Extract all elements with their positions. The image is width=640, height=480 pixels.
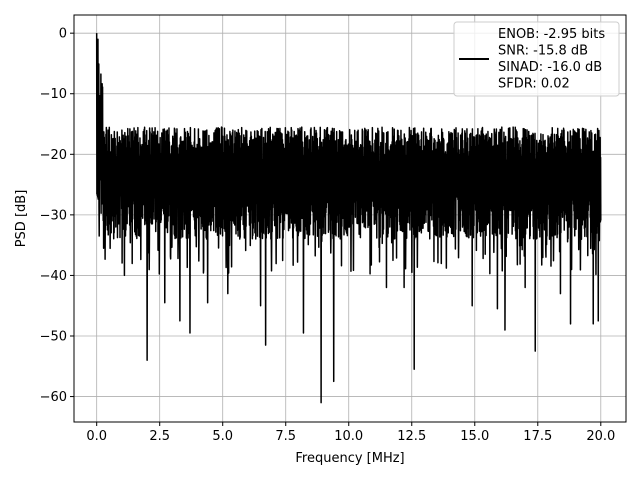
legend: ENOB: -2.95 bits SNR: -15.8 dB SINAD: -1… (453, 21, 620, 97)
x-tick-label: 0.0 (86, 429, 107, 444)
y-tick-label: −50 (40, 329, 67, 344)
x-tick-label: 15.0 (460, 429, 489, 444)
x-tick-label: 20.0 (586, 429, 615, 444)
x-tick-label: 10.0 (334, 429, 363, 444)
y-tick-label: −10 (40, 87, 67, 102)
legend-snr: SNR: -15.8 dB (498, 44, 588, 59)
x-tick-label: 7.5 (275, 429, 296, 444)
y-tick-label: −30 (40, 208, 67, 223)
x-tick-label: 17.5 (523, 429, 552, 444)
y-tick-label: −60 (40, 390, 67, 405)
y-tick-label: −40 (40, 269, 67, 284)
x-tick-label: 2.5 (149, 429, 170, 444)
x-axis-ticks: 0.0 2.5 5.0 7.5 10.0 12.5 15.0 17.5 20.0 (86, 422, 615, 444)
y-tick-label: −20 (40, 148, 67, 163)
y-tick-label: 0 (59, 27, 67, 42)
x-tick-label: 5.0 (212, 429, 233, 444)
legend-enob: ENOB: -2.95 bits (498, 27, 605, 42)
x-tick-label: 12.5 (397, 429, 426, 444)
series-line (95, 33, 602, 404)
plot-frame (73, 14, 627, 423)
legend-sfdr: SFDR: 0.02 (498, 77, 570, 92)
y-axis-label: PSD [dB] (14, 190, 29, 248)
y-axis-ticks: 0 −10 −20 −30 −40 −50 −60 (40, 27, 74, 405)
legend-sinad: SINAD: -16.0 dB (498, 60, 602, 75)
x-axis-label: Frequency [MHz] (295, 451, 404, 466)
psd-trace (95, 33, 602, 404)
legend-box (453, 21, 620, 97)
